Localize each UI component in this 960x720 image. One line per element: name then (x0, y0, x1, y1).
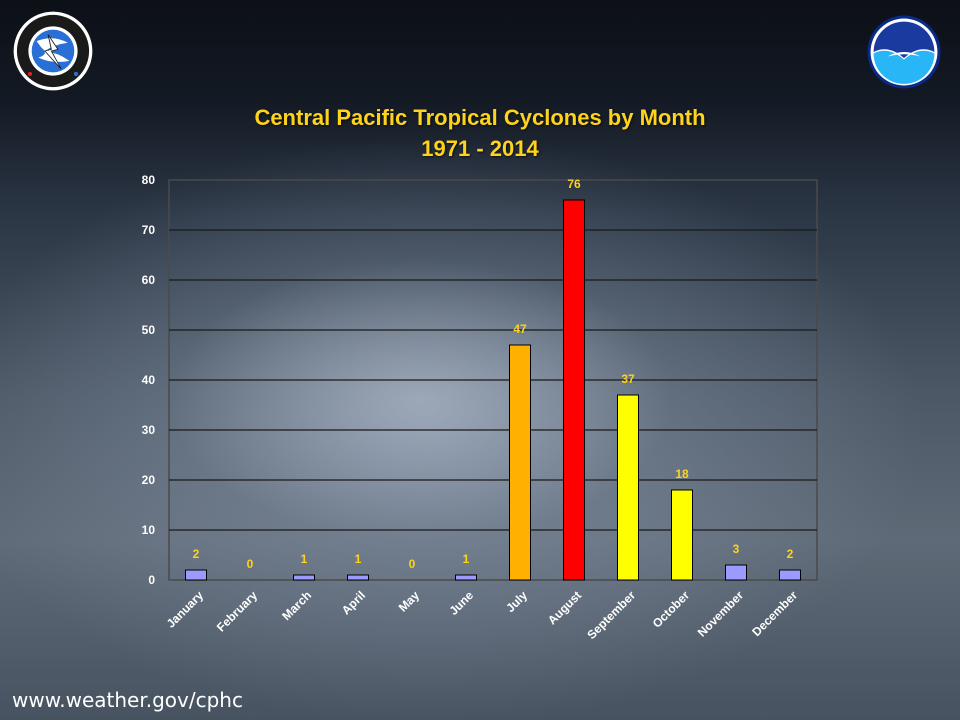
y-tick-label: 50 (142, 323, 156, 337)
x-tick-label: August (545, 588, 584, 627)
y-tick-label: 20 (142, 473, 156, 487)
data-label: 3 (733, 542, 740, 556)
data-label: 47 (513, 322, 527, 336)
y-tick-label: 80 (142, 173, 156, 187)
data-label: 18 (675, 467, 689, 481)
bar (617, 394, 639, 581)
y-tick-label: 70 (142, 223, 156, 237)
bar (347, 574, 369, 581)
bar (563, 199, 585, 581)
data-label: 1 (355, 552, 362, 566)
data-label: 1 (463, 552, 470, 566)
y-tick-label: 0 (148, 573, 155, 587)
bar (455, 574, 477, 581)
noaa-logo-icon (867, 15, 941, 89)
data-label: 2 (193, 547, 200, 561)
y-tick-label: 10 (142, 523, 156, 537)
chart-subtitle: 1971 - 2014 (421, 136, 539, 161)
chart-title: Central Pacific Tropical Cyclones by Mon… (254, 105, 706, 130)
data-label: 0 (247, 557, 254, 571)
x-tick-label: February (214, 588, 260, 634)
x-tick-label: September (584, 588, 638, 642)
bar (185, 569, 207, 581)
y-tick-label: 60 (142, 273, 156, 287)
footer-url: www.weather.gov/cphc (12, 688, 243, 712)
data-label: 1 (301, 552, 308, 566)
bar (671, 489, 693, 581)
x-tick-label: July (503, 588, 530, 615)
x-tick-label: March (279, 588, 314, 623)
data-label: 37 (621, 372, 635, 386)
data-label: 76 (567, 177, 581, 191)
x-tick-label: November (695, 588, 747, 640)
bar (779, 569, 801, 581)
y-tick-label: 40 (142, 373, 156, 387)
x-tick-label: April (339, 588, 368, 617)
data-label: 2 (787, 547, 794, 561)
x-tick-label: May (396, 588, 423, 615)
x-tick-label: January (164, 588, 207, 631)
x-tick-label: October (650, 588, 693, 631)
y-tick-label: 30 (142, 423, 156, 437)
nws-logo-icon (13, 11, 93, 91)
bar (293, 574, 315, 581)
x-tick-label: December (749, 588, 800, 639)
bar (509, 344, 531, 581)
bar (725, 564, 747, 581)
x-tick-label: June (446, 588, 476, 618)
data-label: 0 (409, 557, 416, 571)
